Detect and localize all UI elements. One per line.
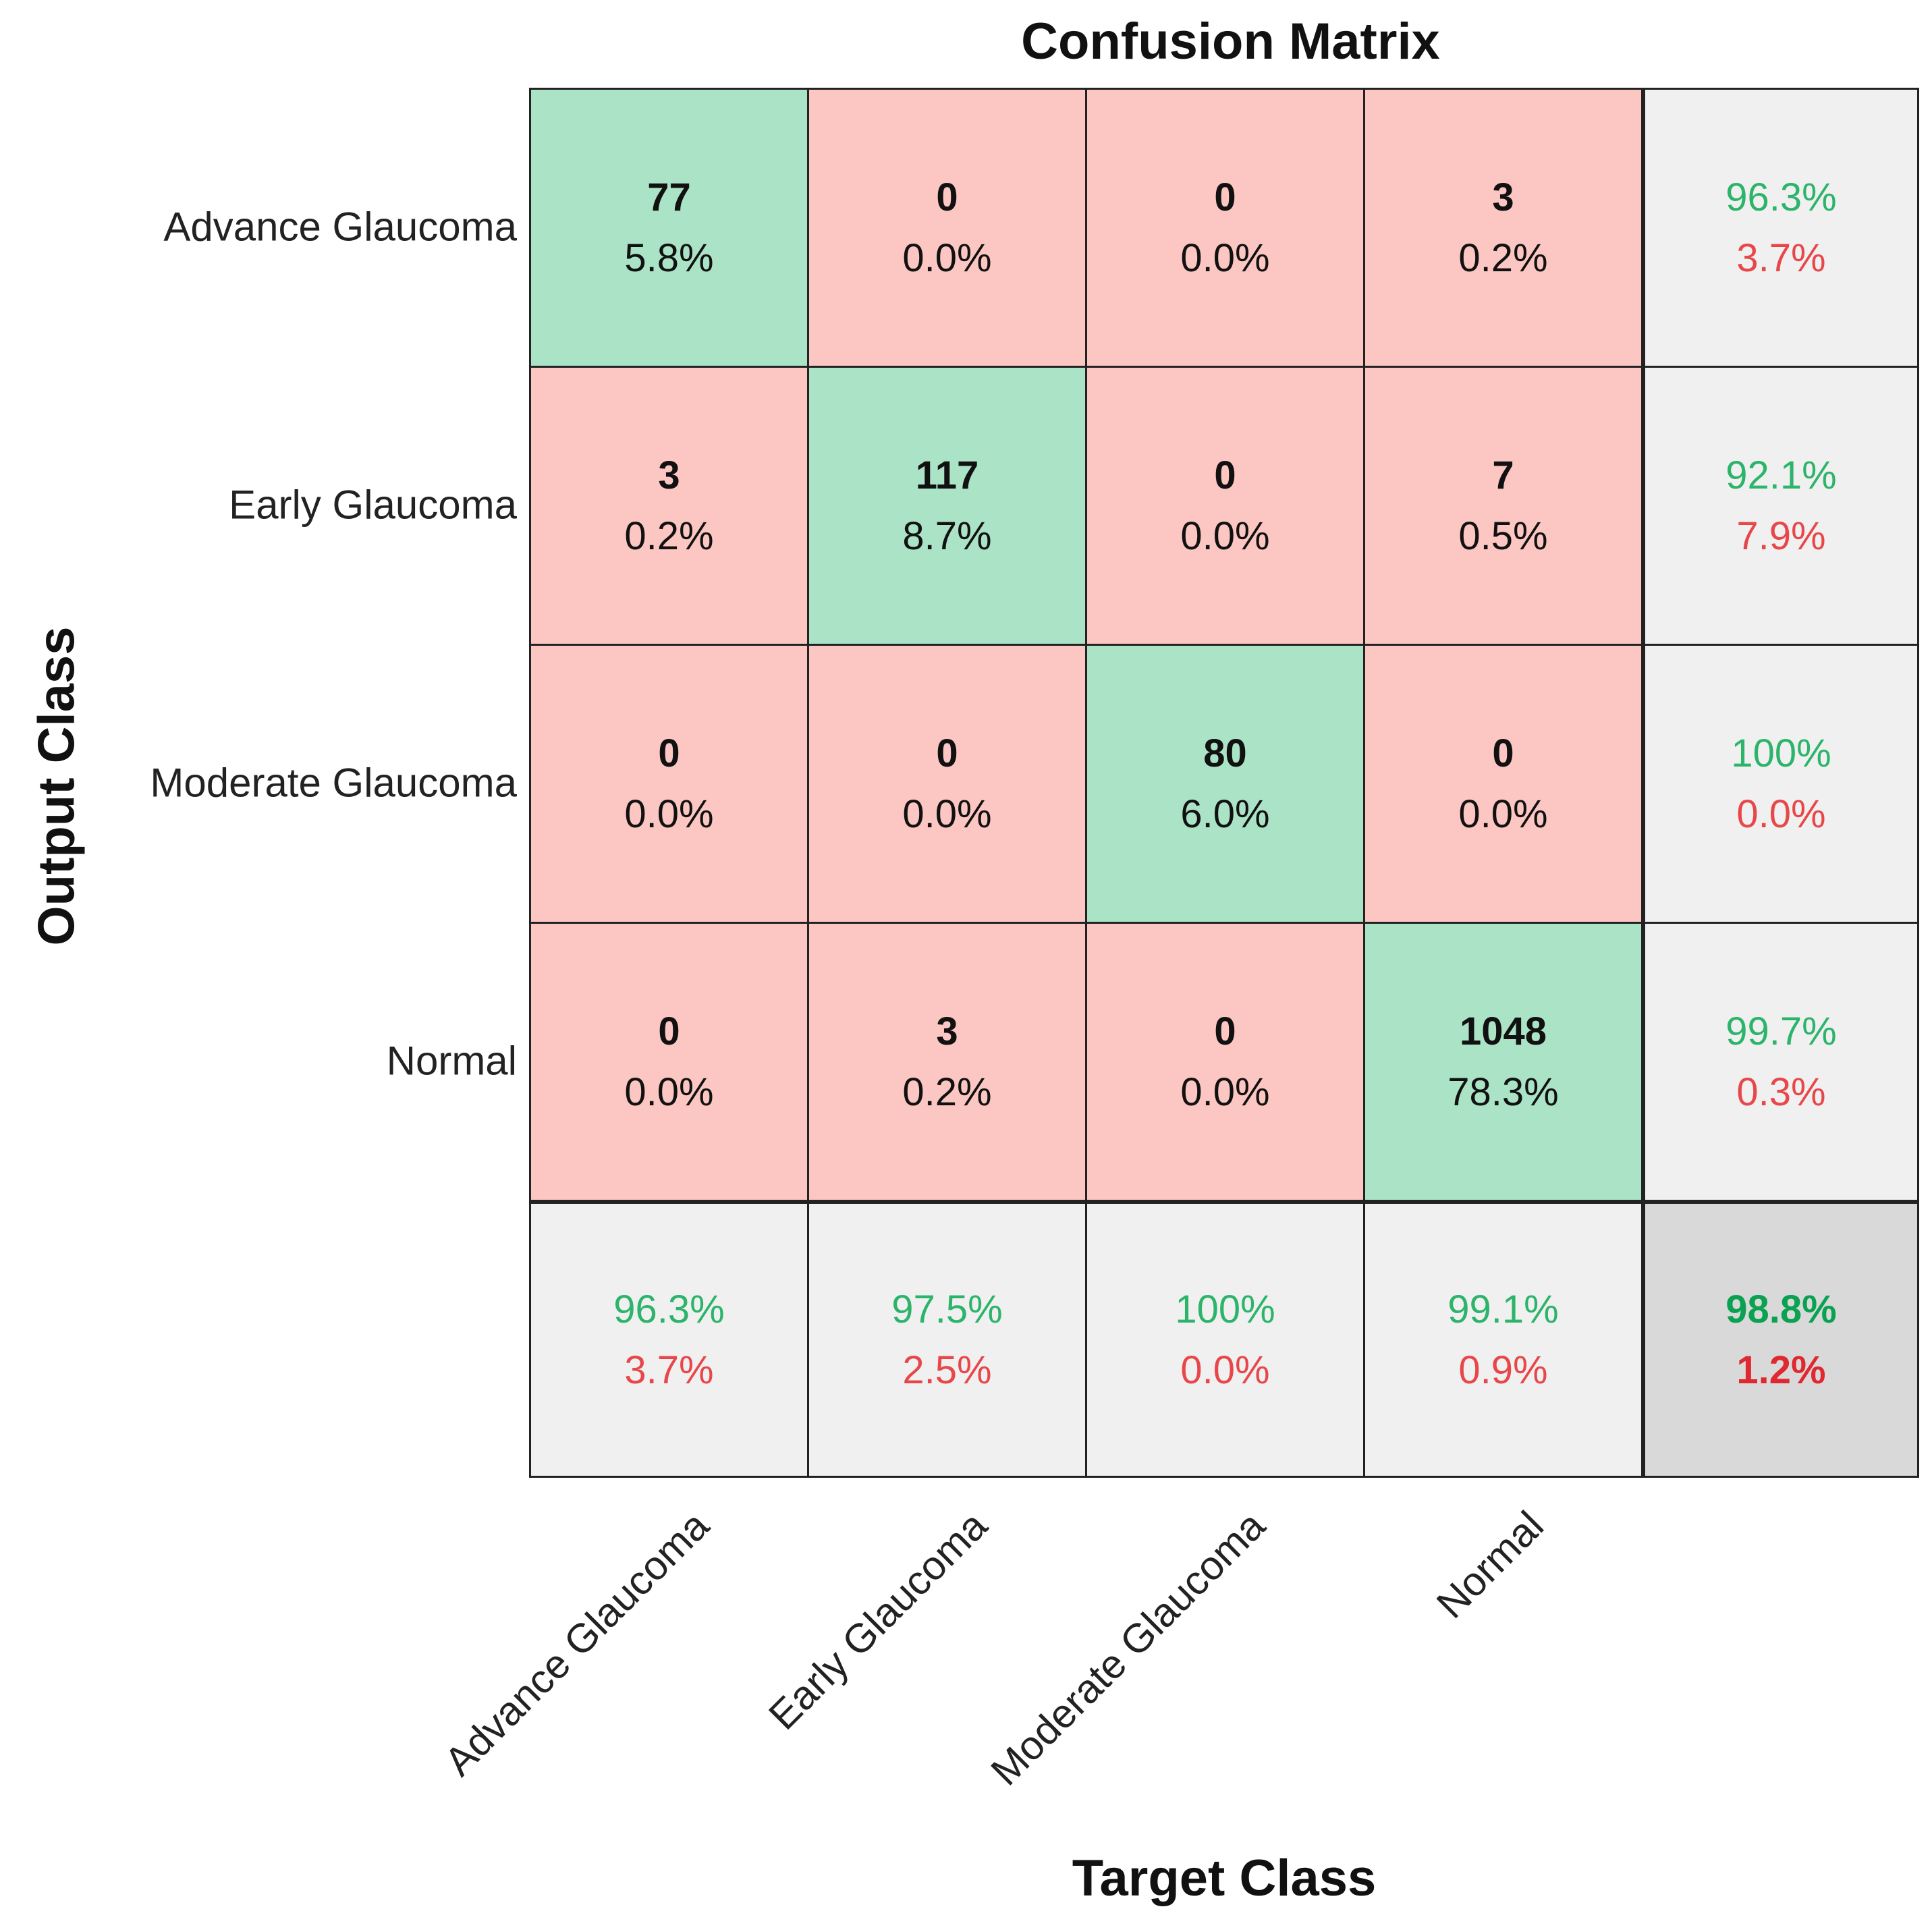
y-axis-title: Output Class [28, 626, 86, 946]
row-label: Moderate Glaucoma [150, 760, 517, 806]
row-correct-percent: 100% [1731, 731, 1831, 775]
matrix-cell: 0 0.0% [1085, 366, 1365, 646]
cell-count: 0 [1214, 175, 1236, 219]
cell-count: 117 [915, 453, 979, 497]
matrix-cell: 0 0.0% [1085, 88, 1365, 368]
cell-count: 3 [658, 453, 680, 497]
matrix-cell: 117 8.7% [807, 366, 1087, 646]
cell-percent: 0.0% [1458, 792, 1548, 836]
column-correct-percent: 99.1% [1447, 1287, 1559, 1331]
row-error-percent: 3.7% [1736, 236, 1826, 280]
cell-percent: 0.0% [1180, 236, 1270, 280]
row-summary-cell: 92.1% 7.9% [1641, 366, 1919, 646]
matrix-cell: 0 0.0% [529, 922, 809, 1202]
matrix-cell: 3 0.2% [529, 366, 809, 646]
column-summary-cell: 99.1% 0.9% [1363, 1200, 1643, 1478]
cell-count: 1048 [1459, 1009, 1547, 1053]
column-summary-cell: 100% 0.0% [1085, 1200, 1365, 1478]
matrix-cell: 0 0.0% [807, 88, 1087, 368]
cell-count: 0 [936, 175, 958, 219]
x-axis-title: Target Class [1072, 1850, 1377, 1907]
chart-title: Confusion Matrix [1021, 13, 1440, 70]
row-correct-percent: 92.1% [1726, 453, 1837, 497]
column-summary-cell: 96.3% 3.7% [529, 1200, 809, 1478]
matrix-cell: 0 0.0% [1085, 922, 1365, 1202]
cell-percent: 0.0% [902, 236, 992, 280]
cell-count: 0 [1214, 1009, 1236, 1053]
row-error-percent: 0.0% [1736, 792, 1826, 836]
cell-count: 0 [658, 731, 680, 775]
matrix-cell: 80 6.0% [1085, 644, 1365, 924]
matrix-cell: 3 0.2% [807, 922, 1087, 1202]
cell-count: 3 [1492, 175, 1514, 219]
matrix-grid: 77 5.8% 0 0.0% 0 0.0% 3 0.2% 3 0.2% 117 8.7% 0 0.0% 7 0… [529, 88, 1919, 1478]
row-error-percent: 0.3% [1736, 1070, 1826, 1114]
row-summary-cell: 96.3% 3.7% [1641, 88, 1919, 368]
matrix-cell: 0 0.0% [529, 644, 809, 924]
cell-count: 0 [1214, 453, 1236, 497]
column-label: Advance Glaucoma [435, 1502, 718, 1784]
overall-correct-percent: 98.8% [1726, 1287, 1837, 1331]
column-error-percent: 0.0% [1180, 1348, 1270, 1392]
cell-count: 0 [658, 1009, 680, 1053]
column-correct-percent: 96.3% [613, 1287, 725, 1331]
cell-percent: 0.0% [624, 1070, 714, 1114]
cell-percent: 0.0% [624, 792, 714, 836]
column-summary-cell: 97.5% 2.5% [807, 1200, 1087, 1478]
cell-count: 80 [1203, 731, 1247, 775]
matrix-cell: 77 5.8% [529, 88, 809, 368]
row-label: Normal [386, 1038, 517, 1084]
row-label: Advance Glaucoma [163, 204, 517, 250]
cell-percent: 0.0% [1180, 514, 1270, 558]
column-error-percent: 0.9% [1458, 1348, 1548, 1392]
column-correct-percent: 97.5% [891, 1287, 1003, 1331]
overall-accuracy-cell: 98.8% 1.2% [1641, 1200, 1919, 1478]
cell-percent: 6.0% [1180, 792, 1270, 836]
row-label: Early Glaucoma [229, 482, 517, 528]
cell-percent: 0.0% [902, 792, 992, 836]
cell-percent: 78.3% [1447, 1070, 1559, 1114]
row-summary-cell: 99.7% 0.3% [1641, 922, 1919, 1202]
cell-percent: 0.2% [624, 514, 714, 558]
column-error-percent: 3.7% [624, 1348, 714, 1392]
matrix-cell: 7 0.5% [1363, 366, 1643, 646]
matrix-cell: 3 0.2% [1363, 88, 1643, 368]
row-correct-percent: 96.3% [1726, 175, 1837, 219]
cell-percent: 0.5% [1458, 514, 1548, 558]
cell-count: 0 [1492, 731, 1514, 775]
cell-percent: 0.2% [1458, 236, 1548, 280]
row-correct-percent: 99.7% [1726, 1009, 1837, 1053]
cell-percent: 5.8% [624, 236, 714, 280]
row-summary-cell: 100% 0.0% [1641, 644, 1919, 924]
cell-count: 3 [936, 1009, 958, 1053]
column-error-percent: 2.5% [902, 1348, 992, 1392]
column-label: Normal [1427, 1502, 1553, 1627]
matrix-cell: 1048 78.3% [1363, 922, 1643, 1202]
cell-count: 77 [647, 175, 691, 219]
column-label: Moderate Glaucoma [982, 1502, 1274, 1794]
column-correct-percent: 100% [1175, 1287, 1275, 1331]
row-error-percent: 7.9% [1736, 514, 1826, 558]
cell-count: 7 [1492, 453, 1514, 497]
overall-error-percent: 1.2% [1736, 1348, 1826, 1392]
cell-percent: 0.2% [902, 1070, 992, 1114]
cell-percent: 0.0% [1180, 1070, 1270, 1114]
matrix-cell: 0 0.0% [1363, 644, 1643, 924]
matrix-cell: 0 0.0% [807, 644, 1087, 924]
cell-percent: 8.7% [902, 514, 992, 558]
cell-count: 0 [936, 731, 958, 775]
column-label: Early Glaucoma [760, 1502, 996, 1738]
